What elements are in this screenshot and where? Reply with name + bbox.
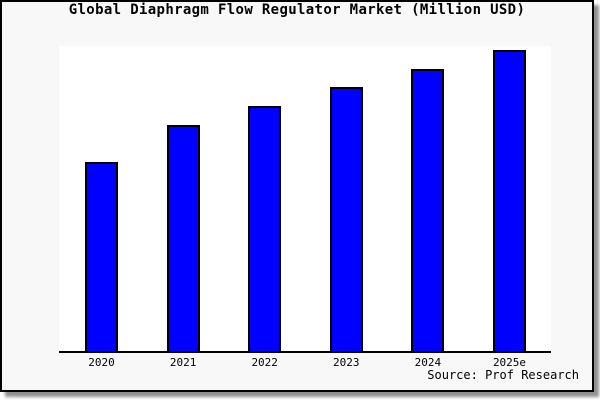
x-tick-label: 2025e <box>492 356 527 369</box>
x-axis-tick-labels: 2020 2021 2022 2023 2024 2025e <box>59 354 551 370</box>
bar-2020 <box>85 162 118 351</box>
chart-title: Global Diaphragm Flow Regulator Market (… <box>68 2 526 18</box>
bar-2021 <box>166 125 200 351</box>
bar-2025e <box>493 50 526 351</box>
chart-card: Global Diaphragm Flow Regulator Market (… <box>0 0 594 392</box>
plot-area <box>59 46 551 353</box>
x-tick-label: 2020 <box>88 356 115 369</box>
x-tick-label: 2022 <box>251 356 278 369</box>
x-tick-label: 2023 <box>333 356 360 369</box>
x-tick-label: 2021 <box>169 356 197 369</box>
x-tick-label: 2024 <box>414 356 442 369</box>
bar-2024 <box>411 69 445 351</box>
source-note: Source: Prof Research <box>427 368 579 382</box>
bar-2022 <box>248 106 282 351</box>
bar-2023 <box>329 87 363 351</box>
